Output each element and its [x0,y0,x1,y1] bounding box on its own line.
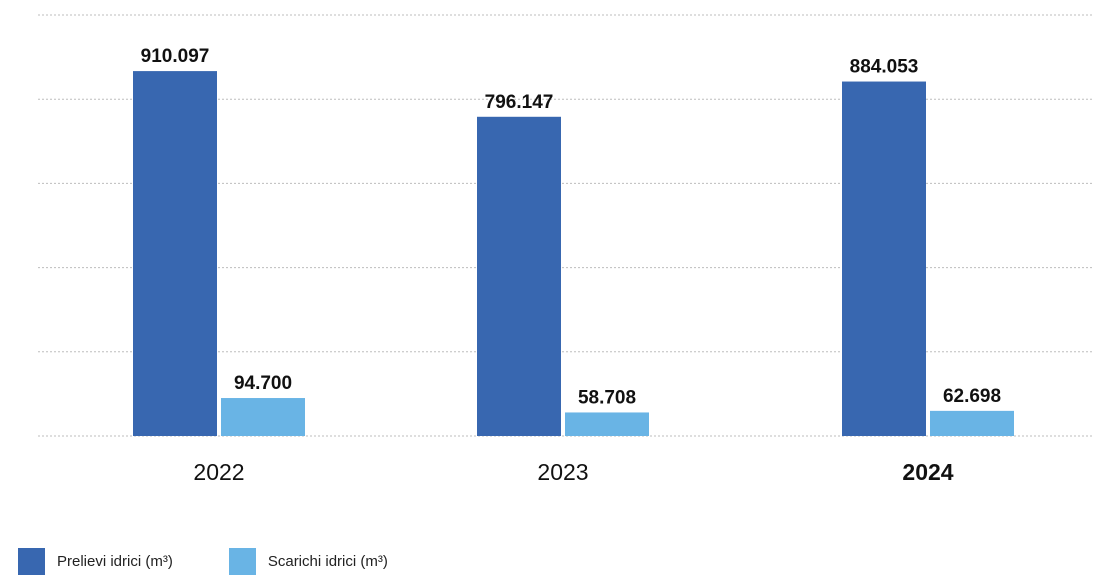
legend-item-prelievi: Prelievi idrici (m³) [18,548,173,575]
legend: Prelievi idrici (m³) Scarichi idrici (m³… [18,548,444,575]
legend-item-scarichi: Scarichi idrici (m³) [228,548,388,575]
data-label: 62.698 [943,386,1001,407]
bar-scarichi-2022 [221,398,305,436]
data-label: 910.097 [141,46,210,67]
legend-label-prelievi: Prelievi idrici (m³) [57,553,173,570]
bar-prelievi-2023 [477,116,561,437]
x-tick-label: 2023 [537,459,588,485]
legend-label-scarichi: Scarichi idrici (m³) [267,553,388,570]
x-tick-label: 2024 [902,459,953,485]
bar-scarichi-2023 [565,412,649,436]
legend-swatch-scarichi [228,548,256,575]
bar-prelievi-2022 [133,71,217,436]
data-label: 884.053 [850,57,919,78]
legend-swatch-prelievi [18,548,45,575]
data-label: 58.708 [578,387,636,408]
x-tick-label: 2022 [193,459,244,485]
bar-prelievi-2024 [842,81,926,437]
bar-scarichi-2024 [930,410,1014,436]
data-label: 94.700 [234,373,292,394]
data-label: 796.147 [485,92,554,113]
